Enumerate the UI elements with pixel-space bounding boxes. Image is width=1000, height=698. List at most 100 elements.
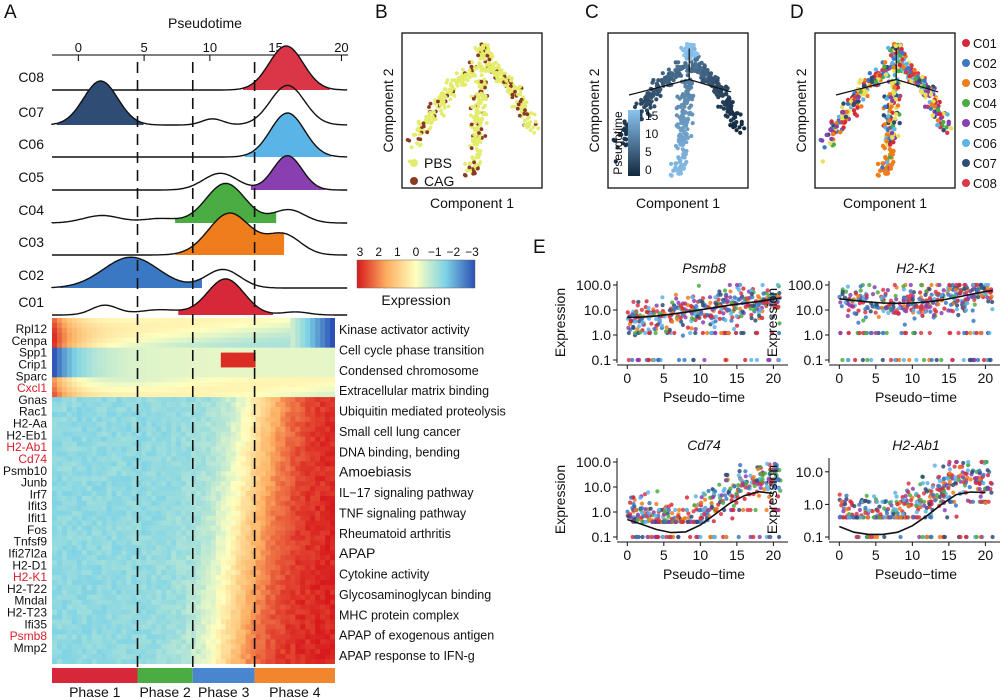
- heatmap-cell: [275, 545, 281, 551]
- heatmap-cell: [200, 411, 207, 418]
- heatmap-cell: [200, 589, 207, 596]
- heatmap-cell: [320, 540, 326, 546]
- heatmap-cell: [176, 426, 182, 433]
- heatmap-cell: [195, 471, 202, 477]
- heatmap-cell: [106, 545, 113, 551]
- heatmap-cell: [255, 362, 262, 369]
- heatmap-cell: [96, 402, 103, 408]
- heatmap-cell: [320, 584, 326, 591]
- heatmap-cell: [151, 555, 157, 561]
- heatmap-cell: [255, 579, 262, 586]
- heatmap-cell: [91, 372, 98, 378]
- heatmap-cell: [52, 318, 58, 324]
- heatmap-cell: [171, 431, 177, 438]
- heatmap-cell: [315, 342, 321, 349]
- heatmap-cell: [126, 426, 133, 433]
- heatmap-cell: [245, 491, 252, 497]
- heatmap-cell: [230, 609, 237, 616]
- heatmap-cell: [195, 560, 202, 566]
- heatmap-cell: [275, 565, 281, 571]
- heatmap-cell: [121, 406, 128, 413]
- heatmap-cell: [106, 570, 113, 576]
- heatmap-cell: [186, 575, 192, 581]
- heatmap-cell: [146, 659, 152, 664]
- heatmap-cell: [126, 471, 133, 477]
- heatmap-cell: [195, 555, 202, 561]
- heatmap-cell: [260, 639, 267, 645]
- heatmap-cell: [320, 486, 326, 492]
- heatmap-cell: [265, 550, 272, 556]
- heatmap-cell: [86, 491, 93, 497]
- heatmap-cell: [136, 609, 142, 616]
- heatmap-cell: [131, 461, 137, 467]
- heatmap-cell: [71, 451, 78, 457]
- heatmap-cell: [71, 357, 78, 364]
- heatmap-cell: [76, 659, 83, 664]
- trajectory-b-point: [507, 75, 512, 79]
- phase-segment: [254, 668, 335, 683]
- heatmap-cell: [275, 644, 281, 650]
- heatmap-cell: [210, 589, 217, 596]
- heatmap-cell: [191, 436, 197, 443]
- heatmap-cell: [81, 421, 88, 428]
- heatmap-cell: [76, 318, 83, 324]
- heatmap-cell: [235, 644, 242, 650]
- ridge-label-c04: C04: [18, 202, 44, 218]
- heatmap-cell: [220, 367, 227, 373]
- ridgeline-tick-label: 0: [75, 40, 82, 55]
- heatmap-cell: [270, 550, 277, 556]
- heatmap-cell: [121, 476, 128, 482]
- heatmap-cell: [181, 589, 187, 596]
- heatmap-cell: [66, 550, 73, 556]
- heatmap-cell: [86, 486, 93, 492]
- heatmap-cell: [240, 659, 247, 664]
- heatmap-cell: [91, 387, 98, 393]
- heatmap-cell: [265, 332, 272, 339]
- heatmap-cell: [166, 659, 172, 664]
- heatmap-cell: [225, 431, 232, 438]
- heatmap-cell: [161, 372, 167, 378]
- heatmap-cell: [320, 436, 326, 443]
- heatmap-cell: [76, 565, 83, 571]
- heatmap-cell: [325, 481, 331, 487]
- heatmap-cell: [225, 515, 232, 522]
- heatmap-cell: [325, 431, 331, 438]
- heatmap-cell: [86, 337, 93, 344]
- heatmap-cell: [295, 500, 301, 507]
- heatmap-cell: [156, 416, 162, 423]
- heatmap-cell: [126, 614, 133, 621]
- heatmap-cell: [66, 431, 73, 438]
- heatmap-cell: [215, 639, 222, 645]
- heatmap-cell: [255, 481, 262, 487]
- heatmap-cell: [76, 609, 83, 616]
- heatmap-cell: [52, 545, 58, 551]
- heatmap-cell: [126, 604, 133, 611]
- heatmap-cell: [240, 406, 247, 413]
- heatmap-cell: [230, 491, 237, 497]
- heatmap-cell: [210, 431, 217, 438]
- heatmap-cell: [310, 411, 316, 418]
- heatmap-cell: [265, 515, 272, 522]
- heatmap-cell: [275, 397, 281, 403]
- heatmap-cell: [240, 471, 247, 477]
- heatmap-cell: [210, 644, 217, 650]
- heatmap-cell: [275, 426, 281, 433]
- heatmap-cell: [91, 382, 98, 388]
- ridge-curve-c02: [51, 256, 348, 289]
- heatmap-cell: [106, 471, 113, 477]
- heatmap-cell: [131, 604, 137, 611]
- heatmap-cell: [265, 560, 272, 566]
- heatmap-cell: [270, 639, 277, 645]
- heatmap-cell: [285, 486, 291, 492]
- heatmap-cell: [126, 446, 133, 453]
- heatmap-cell: [91, 392, 98, 398]
- heatmap-cell: [126, 594, 133, 601]
- heatmap-cell: [121, 629, 128, 635]
- heatmap-cell: [151, 500, 157, 507]
- heatmap-cell: [141, 644, 147, 650]
- heatmap-cell: [325, 456, 331, 462]
- heatmap-cell: [166, 387, 172, 393]
- heatmap-cell: [166, 619, 172, 626]
- heatmap-cell: [156, 500, 162, 507]
- heatmap-cell: [106, 441, 113, 448]
